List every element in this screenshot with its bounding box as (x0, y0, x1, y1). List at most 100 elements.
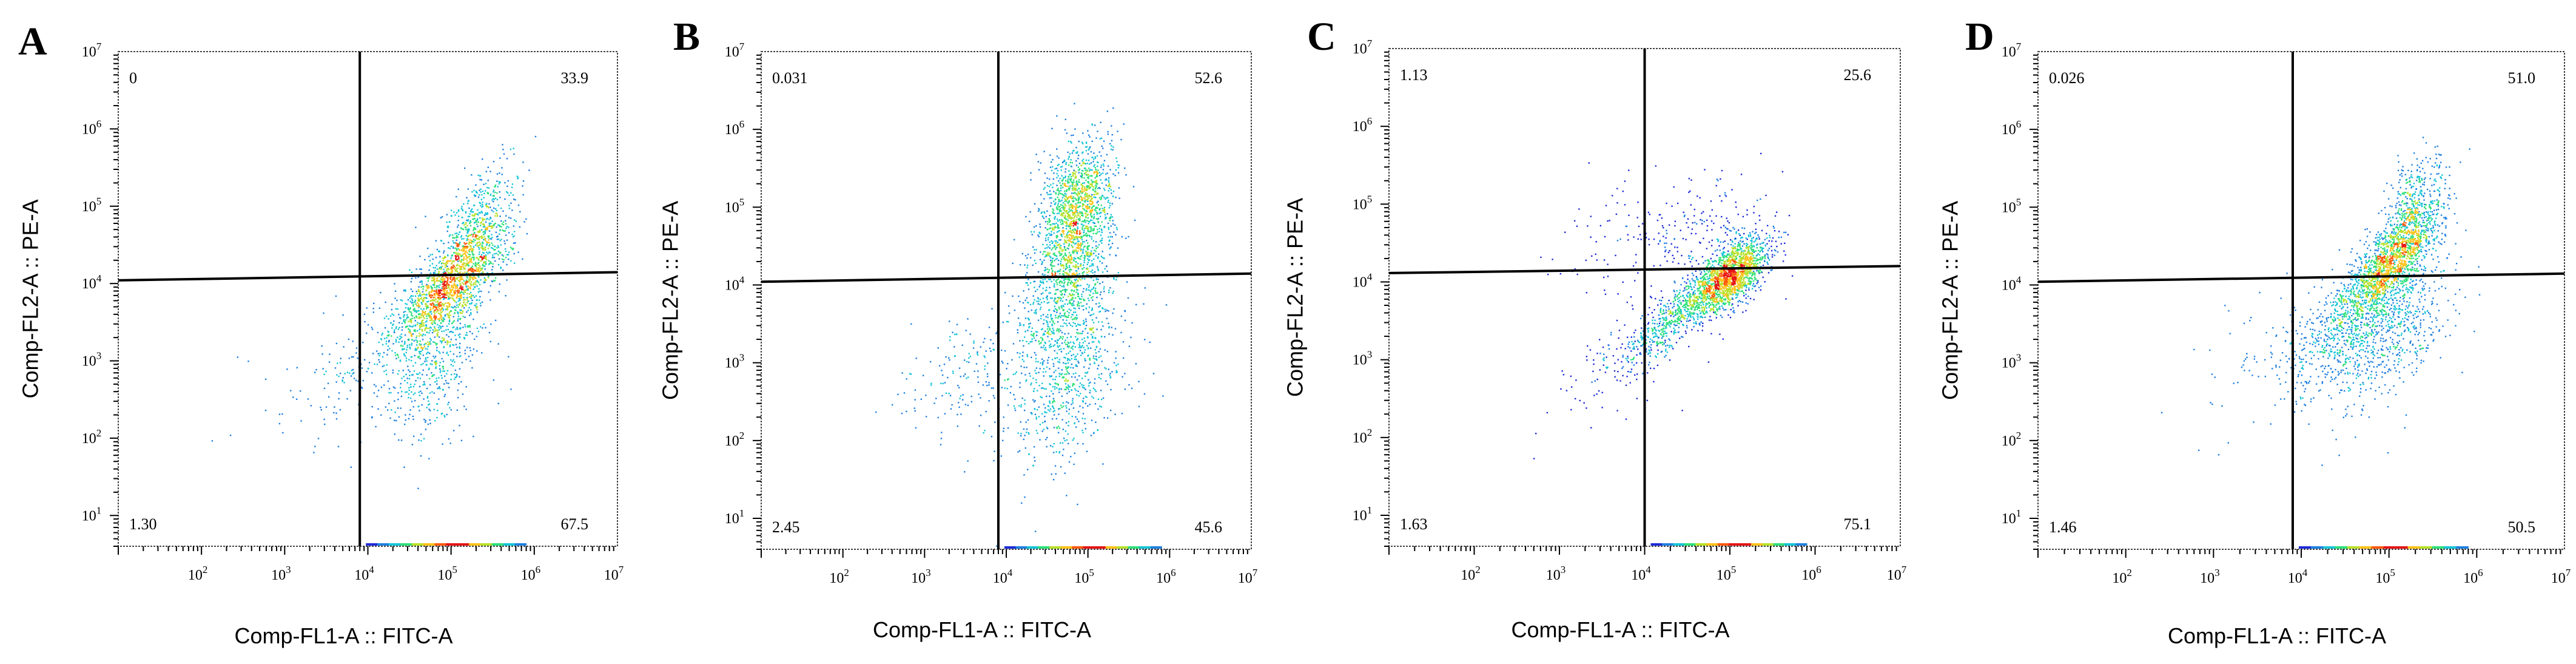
event-dot (426, 331, 428, 333)
event-dot (1075, 205, 1077, 206)
event-dot (459, 327, 461, 329)
event-dot (1078, 168, 1081, 170)
event-dot (519, 226, 521, 228)
event-dot (431, 364, 433, 365)
event-dot (378, 307, 380, 309)
event-dot (465, 211, 467, 213)
event-dot (448, 247, 449, 249)
event-dot (1063, 212, 1064, 214)
event-dot (446, 226, 449, 228)
event-dot (409, 384, 412, 385)
event-dot (482, 220, 484, 222)
event-dot (457, 389, 459, 391)
event-dot (419, 294, 421, 296)
event-dot (1094, 271, 1096, 273)
event-dot (426, 387, 428, 390)
event-dot (362, 379, 364, 382)
event-dot (339, 373, 341, 374)
event-dot (385, 301, 386, 303)
event-dot (452, 277, 454, 279)
event-dot (1071, 217, 1072, 219)
event-dot (465, 222, 467, 224)
event-dot (494, 215, 496, 217)
event-dot (526, 232, 528, 235)
event-dot (504, 248, 506, 250)
event-dot (1037, 298, 1039, 300)
event-dot (442, 365, 444, 368)
event-dot (385, 406, 387, 408)
event-dot (1026, 257, 1028, 259)
event-dot (433, 331, 435, 333)
y-tick-label: 106 (82, 118, 102, 137)
event-dot (430, 319, 432, 321)
event-dot (374, 363, 375, 365)
event-dot (429, 378, 431, 380)
event-dot (1088, 134, 1090, 136)
event-dot (1055, 242, 1057, 244)
event-dot (1073, 181, 1075, 183)
event-dot (448, 302, 449, 304)
event-dot (1090, 226, 1092, 228)
event-dot (426, 356, 429, 359)
event-dot (419, 357, 421, 359)
event-dot (436, 268, 439, 270)
event-dot (1054, 246, 1055, 248)
event-dot (1085, 146, 1087, 148)
event-dot (450, 310, 452, 312)
event-dot (494, 184, 497, 186)
event-dot (1063, 270, 1064, 273)
event-dot (439, 280, 442, 282)
event-dot (391, 303, 393, 305)
event-dot (397, 392, 399, 394)
event-dot (479, 265, 481, 267)
event-dot (443, 250, 445, 252)
event-dot (435, 342, 437, 344)
event-dot (411, 444, 414, 445)
event-dot (452, 247, 454, 249)
event-dot (1105, 198, 1106, 200)
event-dot (455, 328, 457, 330)
event-dot (1063, 285, 1064, 286)
event-dot (1086, 208, 1088, 210)
event-dot (506, 263, 508, 266)
event-dot (466, 197, 468, 198)
event-dot (1090, 203, 1092, 205)
event-dot (1093, 205, 1095, 208)
event-dot (1072, 273, 1074, 275)
event-dot (1043, 188, 1045, 190)
event-dot (1050, 184, 1052, 186)
event-dot (468, 258, 471, 260)
event-dot (1057, 170, 1059, 172)
event-dot (1101, 229, 1103, 231)
event-dot (1045, 215, 1047, 218)
event-dot (470, 258, 472, 260)
event-dot (388, 391, 390, 394)
event-dot (1048, 292, 1050, 294)
event-dot (1095, 290, 1097, 293)
event-dot (494, 191, 496, 194)
event-dot (1095, 352, 1097, 354)
event-dot (433, 279, 435, 281)
gate-horizontal-line[interactable] (118, 271, 618, 282)
event-dot (383, 317, 386, 319)
event-dot (1063, 209, 1066, 212)
event-dot (462, 245, 465, 247)
event-dot (469, 225, 472, 227)
event-dot (1091, 328, 1093, 330)
event-dot (373, 384, 375, 385)
event-dot (1055, 280, 1057, 282)
event-dot (1074, 174, 1076, 175)
event-dot (1064, 204, 1066, 206)
event-dot (404, 380, 406, 382)
event-dot (1054, 245, 1056, 247)
event-dot (1060, 166, 1062, 168)
event-dot (1052, 223, 1055, 225)
event-dot (383, 370, 385, 373)
event-dot (442, 288, 444, 290)
event-dot (1067, 202, 1069, 203)
event-dot (1059, 254, 1061, 257)
event-dot (1049, 234, 1051, 236)
event-dot (1066, 337, 1068, 339)
event-dot (488, 275, 489, 277)
event-dot (434, 326, 435, 328)
